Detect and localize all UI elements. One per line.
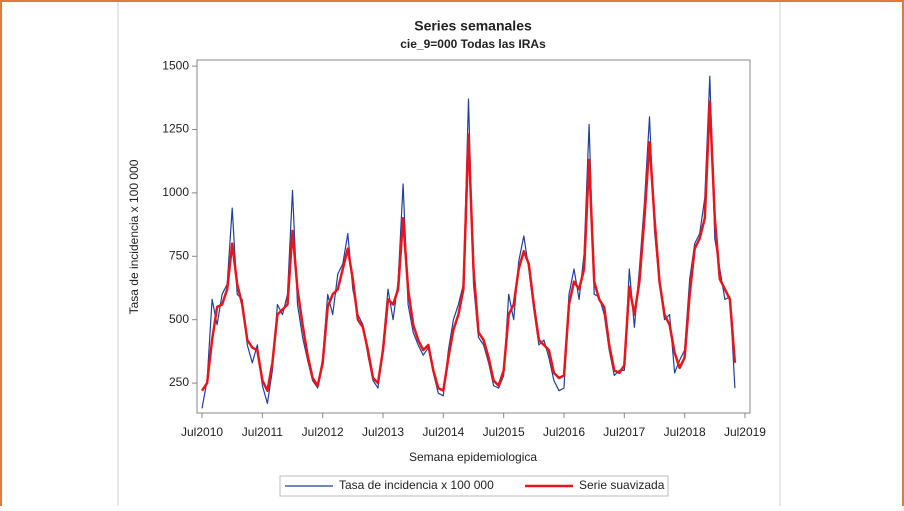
x-tick-label: Jul2018 [664, 425, 706, 439]
chart-title: Series semanales [414, 18, 532, 34]
series-line [201, 75, 736, 409]
x-tick-label: Jul2013 [362, 425, 404, 439]
legend-label: Serie suavizada [579, 478, 665, 492]
x-tick-label: Jul2014 [422, 425, 464, 439]
y-tick-label: 1500 [162, 58, 189, 72]
x-tick-label: Jul2017 [603, 425, 645, 439]
x-tick-label: Jul2019 [724, 425, 766, 439]
chart-subtitle: cie_9=000 Todas las IRAs [400, 37, 546, 51]
plot-frame [196, 59, 751, 414]
x-tick-label: Jul2010 [181, 425, 223, 439]
x-tick-label: Jul2016 [543, 425, 585, 439]
x-tick-label: Jul2015 [483, 425, 525, 439]
y-tick-label: 250 [169, 375, 189, 389]
y-axis-label: Tasa de incidencia x 100 000 [127, 159, 141, 314]
y-tick-label: 750 [169, 248, 189, 262]
legend-label: Tasa de incidencia x 100 000 [339, 478, 494, 492]
x-tick-label: Jul2012 [302, 425, 344, 439]
y-tick-label: 1250 [162, 122, 189, 136]
series-line [200, 100, 737, 392]
y-tick-label: 1000 [162, 185, 189, 199]
legend [279, 475, 669, 497]
x-axis-label: Semana epidemiologica [409, 450, 537, 464]
x-tick-label: Jul2011 [242, 425, 283, 439]
y-tick-label: 500 [169, 312, 189, 326]
